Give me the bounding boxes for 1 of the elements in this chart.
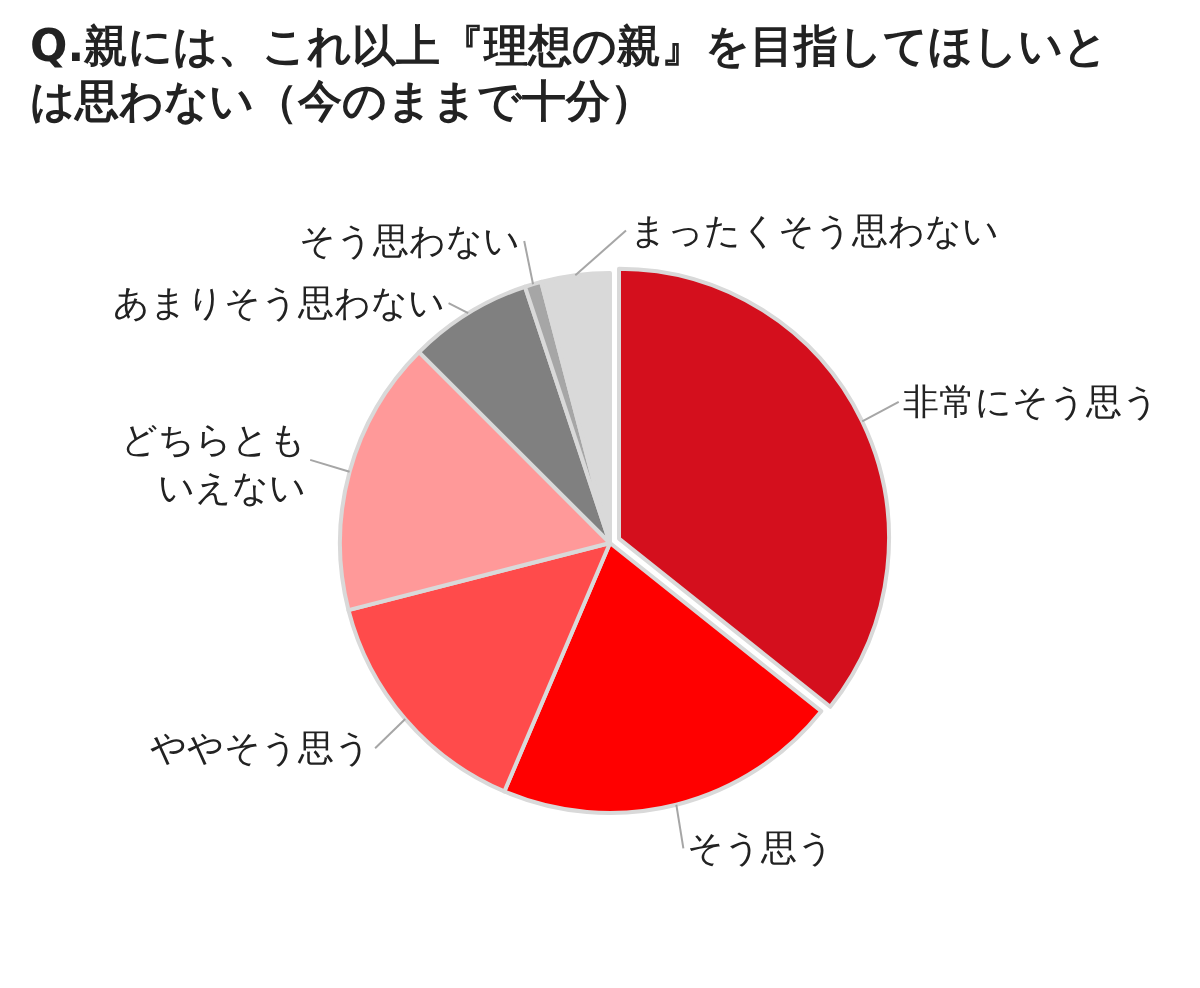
chart-title: Q.親には、これ以上『理想の親』を目指してほしいとは思わない（今のままで十分） [29,19,1110,128]
